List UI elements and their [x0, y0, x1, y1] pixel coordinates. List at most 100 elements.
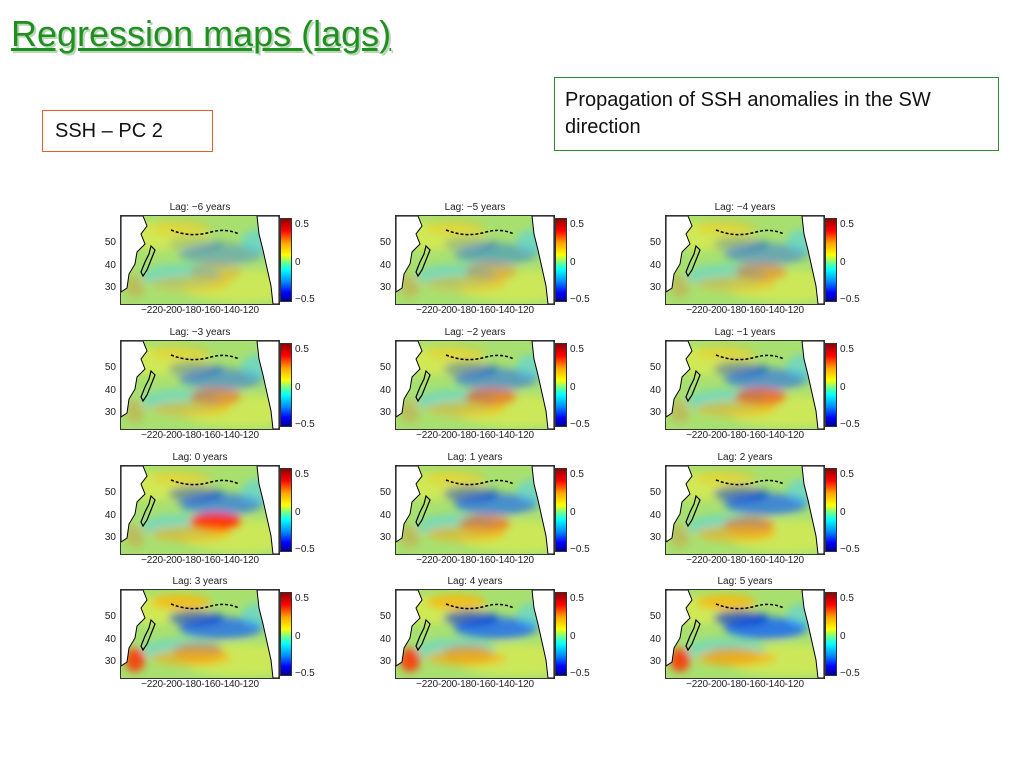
asia-land: [121, 466, 148, 543]
x-tick-labels: −220-200-180-160-140-120: [686, 430, 804, 441]
colorbar-tick-label: 0: [840, 257, 846, 268]
ssh-regression-map: [395, 215, 555, 305]
y-tick-label: 30: [379, 282, 391, 293]
y-tick-label: 30: [104, 656, 116, 667]
colorbar-tick-label: 0.5: [295, 593, 309, 604]
map-field: [121, 590, 279, 678]
y-tick-label: 50: [104, 362, 116, 373]
colorbar-tick-label: 0.5: [840, 469, 854, 480]
north-america-land: [801, 341, 824, 429]
colorbar-tick-label: 0.5: [570, 469, 584, 480]
colorbar-tick-label: 0: [570, 257, 576, 268]
colorbar: [555, 592, 567, 676]
y-tick-label: 50: [379, 487, 391, 498]
y-tick-label: 30: [104, 532, 116, 543]
japan-coast: [685, 369, 701, 403]
panel-title: Lag: −4 years: [714, 202, 776, 213]
aleutian-islands: [170, 603, 240, 610]
colorbar-tick-label: 0: [840, 382, 846, 393]
colorbar-tick-label: 0.5: [295, 344, 309, 355]
asia-land: [121, 341, 148, 418]
asia-land: [666, 466, 693, 543]
panel-title: Lag: 3 years: [172, 576, 228, 587]
colorbar-tick-label: 0.5: [295, 219, 309, 230]
aleutian-islands: [715, 229, 785, 236]
y-tick-label: 40: [649, 260, 661, 271]
japan-coast: [140, 244, 156, 278]
colorbar-tick-label: −0.5: [840, 294, 860, 305]
japan-coast: [415, 244, 431, 278]
x-tick-labels: −220-200-180-160-140-120: [416, 305, 534, 316]
colorbar-tick-label: 0.5: [840, 219, 854, 230]
japan-coast: [685, 494, 701, 528]
colorbar-tick-label: −0.5: [295, 668, 315, 679]
aleutian-islands: [170, 354, 240, 361]
panel-title: Lag: −6 years: [169, 202, 231, 213]
asia-land: [121, 216, 148, 293]
colorbar: [825, 468, 837, 552]
y-tick-label: 40: [649, 385, 661, 396]
y-tick-label: 30: [649, 656, 661, 667]
colorbar: [555, 218, 567, 302]
lag-panel: Lag: −4 years 50 40 30 −220-200-180-160-140-…: [645, 198, 885, 316]
colorbar-tick-label: −0.5: [570, 294, 590, 305]
panel-title: Lag: −5 years: [444, 202, 506, 213]
x-tick-labels: −220-200-180-160-140-120: [141, 555, 259, 566]
aleutian-islands: [715, 479, 785, 486]
lag-panel: Lag: −3 years 50 40 30 −220-200-180-160-140-…: [100, 323, 340, 441]
colorbar-tick-label: 0: [570, 631, 576, 642]
ssh-regression-map: [665, 589, 825, 679]
north-america-land: [531, 216, 554, 304]
colorbar-tick-label: −0.5: [840, 544, 860, 555]
lag-panel: Lag: 1 years 50 40 30 −220-200-180-160-140-1…: [375, 448, 615, 566]
y-tick-label: 30: [379, 407, 391, 418]
x-tick-labels: −220-200-180-160-140-120: [416, 555, 534, 566]
asia-land: [396, 341, 423, 418]
north-america-land: [801, 466, 824, 554]
colorbar-tick-label: 0.5: [840, 593, 854, 604]
asia-land: [396, 466, 423, 543]
japan-coast: [685, 244, 701, 278]
x-tick-labels: −220-200-180-160-140-120: [416, 679, 534, 690]
colorbar-tick-label: 0: [295, 507, 301, 518]
asia-land: [396, 216, 423, 293]
y-tick-label: 50: [379, 362, 391, 373]
panel-title: Lag: −2 years: [444, 327, 506, 338]
asia-land: [666, 341, 693, 418]
x-tick-labels: −220-200-180-160-140-120: [141, 305, 259, 316]
colorbar-tick-label: 0.5: [840, 344, 854, 355]
panel-title: Lag: 1 years: [447, 452, 503, 463]
aleutian-islands: [715, 603, 785, 610]
japan-coast: [685, 618, 701, 652]
y-tick-label: 30: [104, 282, 116, 293]
y-tick-label: 30: [379, 532, 391, 543]
colorbar-tick-label: −0.5: [840, 419, 860, 430]
colorbar-tick-label: 0: [570, 382, 576, 393]
asia-land: [396, 590, 423, 667]
colorbar: [555, 343, 567, 427]
north-america-land: [531, 341, 554, 429]
x-tick-labels: −220-200-180-160-140-120: [686, 305, 804, 316]
note-box: Propagation of SSH anomalies in the SW d…: [554, 77, 999, 151]
japan-coast: [415, 618, 431, 652]
colorbar: [280, 218, 292, 302]
colorbar-tick-label: −0.5: [840, 668, 860, 679]
colorbar-tick-label: −0.5: [570, 668, 590, 679]
aleutian-islands: [170, 479, 240, 486]
japan-coast: [140, 618, 156, 652]
y-tick-label: 40: [379, 634, 391, 645]
colorbar: [555, 468, 567, 552]
colorbar-tick-label: −0.5: [295, 544, 315, 555]
lag-panel: Lag: −1 years 50 40 30 −220-200-180-160-140-…: [645, 323, 885, 441]
x-tick-labels: −220-200-180-160-140-120: [141, 679, 259, 690]
y-tick-label: 50: [104, 611, 116, 622]
panel-title: Lag: −3 years: [169, 327, 231, 338]
colorbar-tick-label: 0: [295, 631, 301, 642]
colorbar-tick-label: −0.5: [570, 544, 590, 555]
north-america-land: [531, 590, 554, 678]
map-field: [121, 466, 279, 554]
north-america-land: [256, 466, 279, 554]
panel-title: Lag: 0 years: [172, 452, 228, 463]
japan-coast: [140, 369, 156, 403]
lag-panel: Lag: −2 years 50 40 30 −220-200-180-160-140-…: [375, 323, 615, 441]
